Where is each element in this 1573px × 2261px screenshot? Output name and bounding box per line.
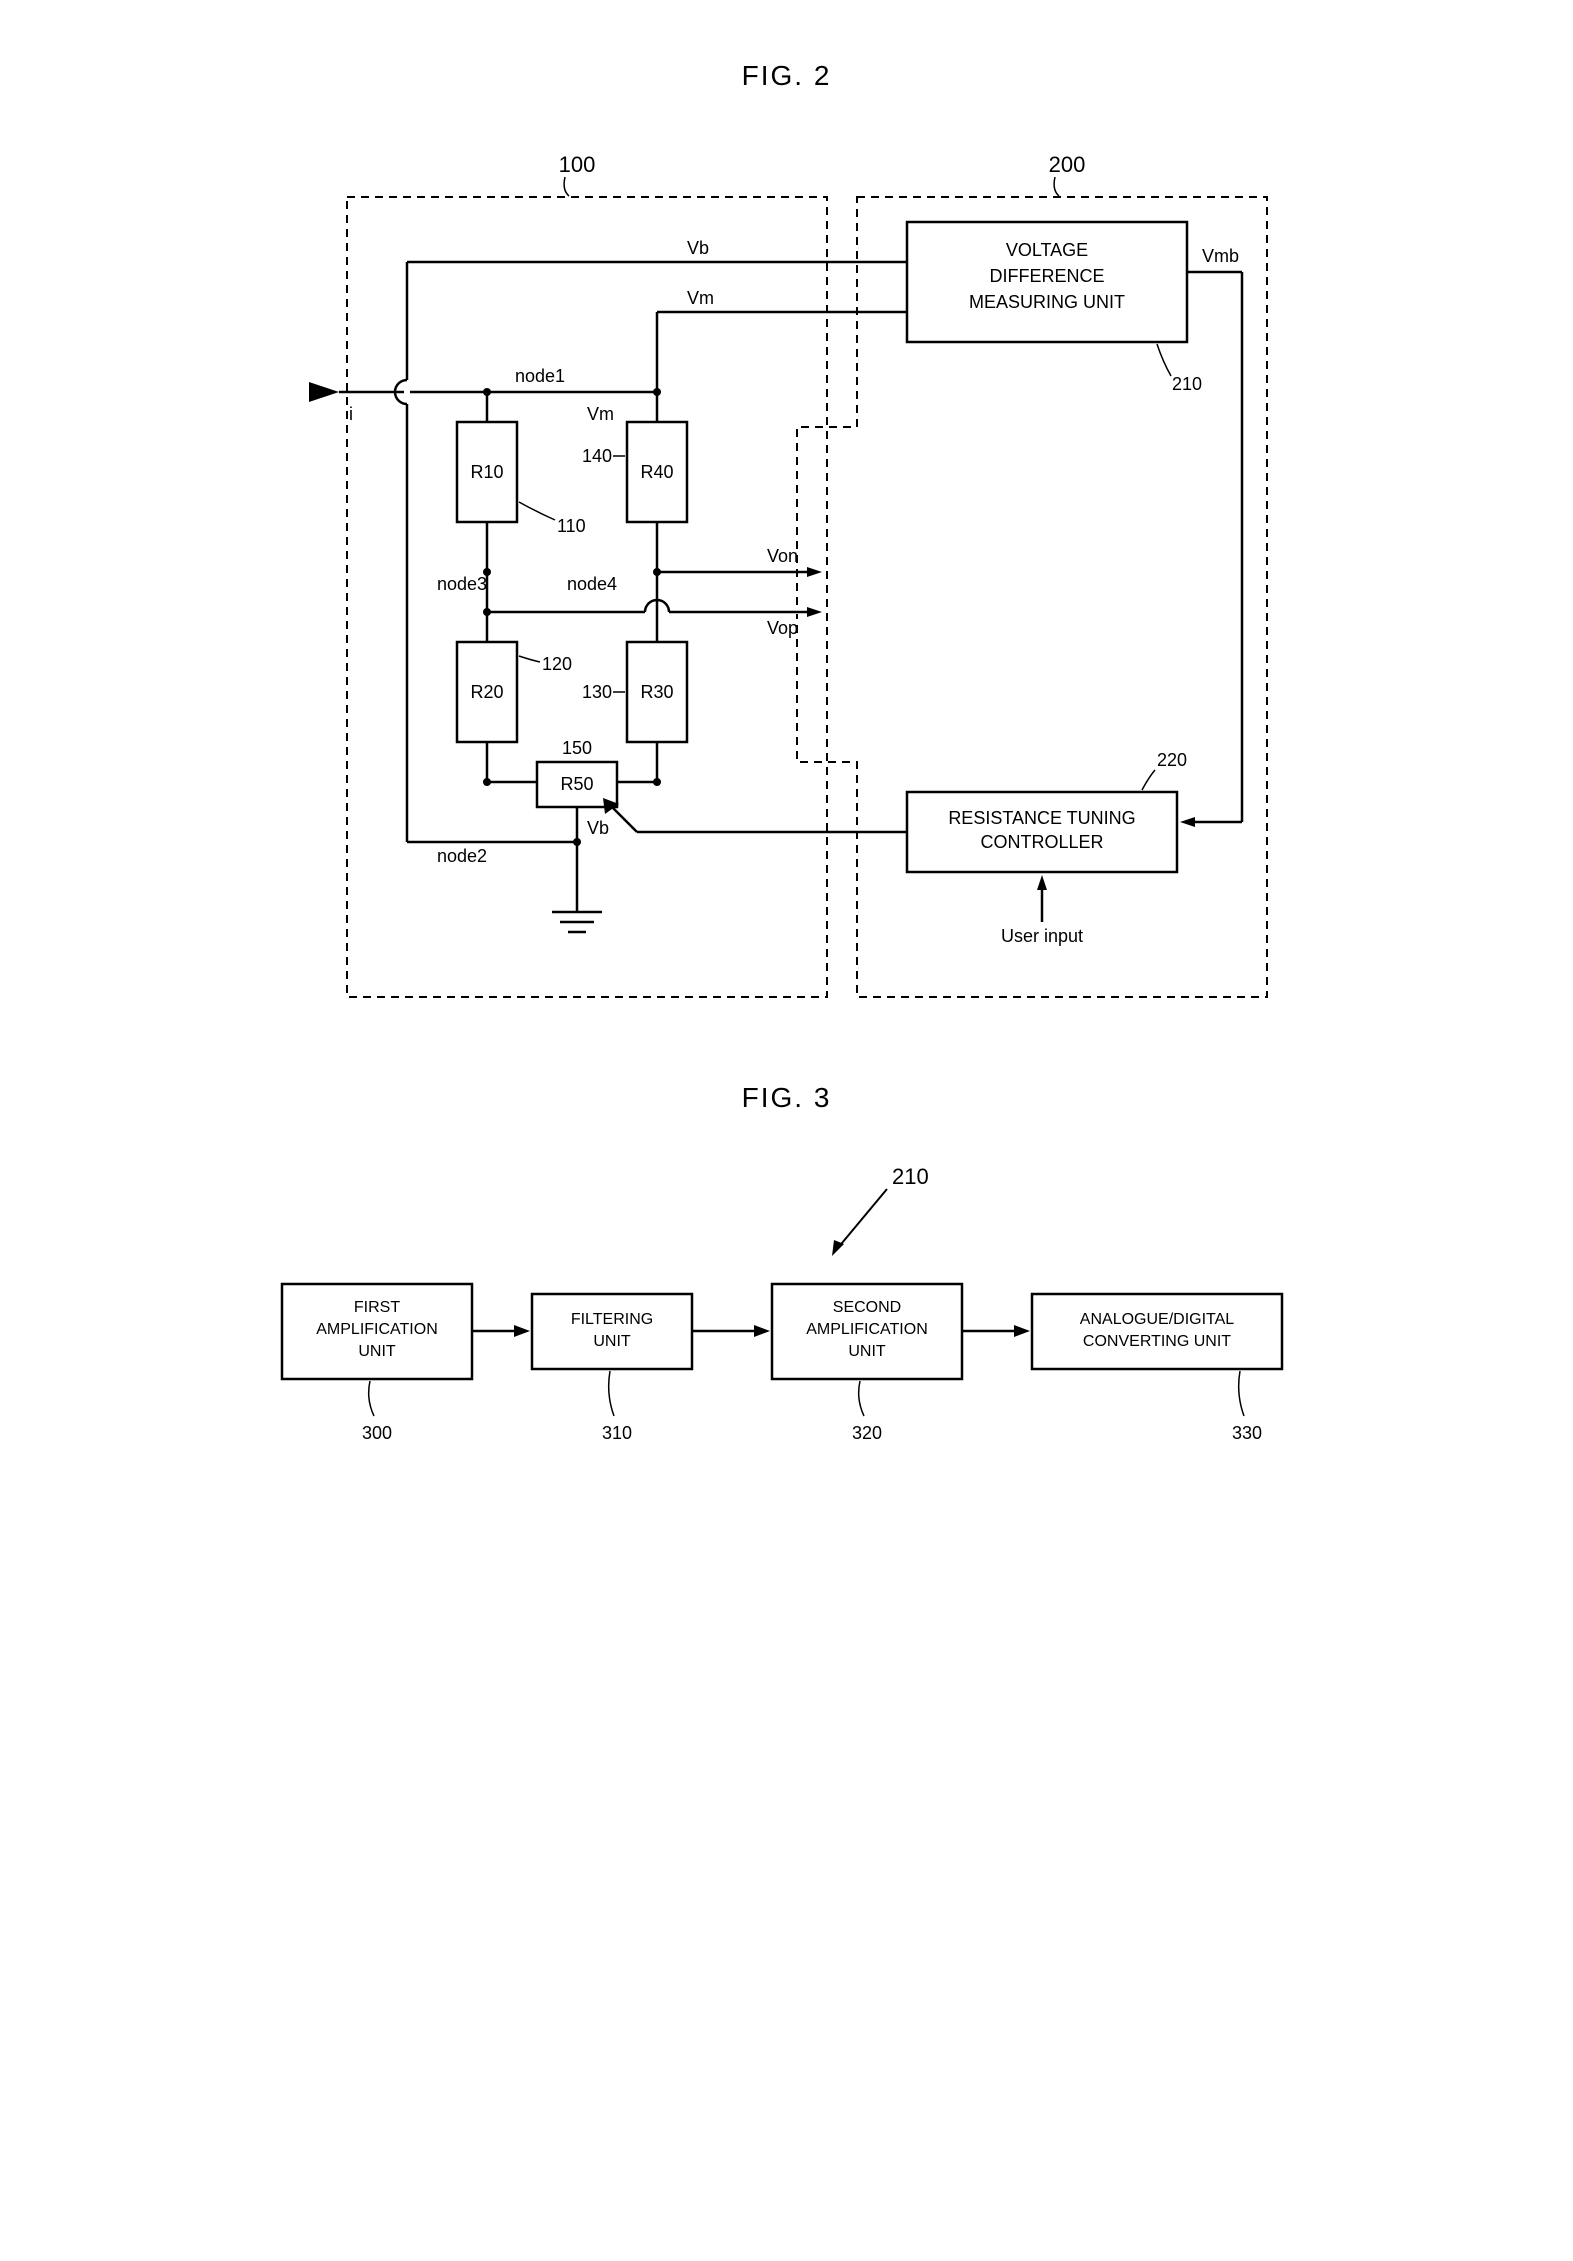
ref-r40: 140: [582, 446, 612, 466]
vdmu-l2: DIFFERENCE: [989, 266, 1104, 286]
label-von: Von: [767, 546, 798, 566]
label-vm-mid: Vm: [587, 404, 614, 424]
arrow-user: [1037, 875, 1047, 890]
fig2-title: FIG. 2: [40, 60, 1533, 92]
ref-100: 100: [558, 152, 595, 177]
fig3-ref: 210: [892, 1164, 929, 1189]
svg-text:FIRST: FIRST: [353, 1299, 399, 1316]
svg-text:SECOND: SECOND: [832, 1299, 900, 1316]
leader-100: [564, 177, 569, 196]
svg-text:AMPLIFICATION: AMPLIFICATION: [316, 1321, 438, 1338]
rtc-l1: RESISTANCE TUNING: [948, 808, 1135, 828]
ref-r30: 130: [582, 682, 612, 702]
label-vb-bot: Vb: [587, 818, 609, 838]
input-arrow: [309, 382, 339, 402]
vdmu-l1: VOLTAGE: [1005, 240, 1087, 260]
label-node1: node1: [515, 366, 565, 386]
fig3-diagram: 210 FIRST AMPLIFICATION UNIT 300 FILTERI…: [262, 1144, 1312, 1464]
box-filter: [532, 1294, 692, 1369]
label-user: User input: [1000, 926, 1082, 946]
label-node2: node2: [437, 846, 487, 866]
fig3-title: FIG. 3: [40, 1082, 1533, 1114]
label-node3: node3: [437, 574, 487, 594]
ref-200: 200: [1048, 152, 1085, 177]
label-vb-top: Vb: [687, 238, 709, 258]
ref-b2: 310: [602, 1423, 632, 1443]
label-vop: Vop: [767, 618, 798, 638]
label-r10: R10: [470, 462, 503, 482]
rtc-l2: CONTROLLER: [980, 832, 1103, 852]
label-r20: R20: [470, 682, 503, 702]
svg-text:FILTERING: FILTERING: [570, 1311, 652, 1328]
svg-text:UNIT: UNIT: [848, 1343, 886, 1360]
ref-r50: 150: [562, 738, 592, 758]
svg-text:UNIT: UNIT: [358, 1343, 396, 1360]
fig2-diagram: 100 200 i node1 Vm R10 110 R40 140 node3…: [287, 122, 1287, 1022]
ref-b3: 320: [852, 1423, 882, 1443]
svg-text:UNIT: UNIT: [593, 1333, 631, 1350]
label-vmb: Vmb: [1202, 246, 1239, 266]
arrow-vop: [807, 607, 822, 617]
svg-text:AMPLIFICATION: AMPLIFICATION: [806, 1321, 928, 1338]
leader-200: [1054, 177, 1059, 196]
arrow-vmb-in: [1180, 817, 1195, 827]
ref-r20: 120: [542, 654, 572, 674]
label-r30: R30: [640, 682, 673, 702]
vdmu-l3: MEASURING UNIT: [968, 292, 1124, 312]
ref-b1: 300: [362, 1423, 392, 1443]
ref-rtc: 220: [1157, 750, 1187, 770]
svg-text:CONVERTING UNIT: CONVERTING UNIT: [1082, 1333, 1230, 1350]
label-i: i: [349, 404, 353, 424]
ref-vdmu: 210: [1172, 374, 1202, 394]
label-vm-top: Vm: [687, 288, 714, 308]
arrow-von: [807, 567, 822, 577]
label-node4: node4: [567, 574, 617, 594]
ref-r10: 110: [557, 516, 586, 536]
block-100: [347, 197, 827, 997]
ref-b4: 330: [1232, 1423, 1262, 1443]
box-adc: [1032, 1294, 1282, 1369]
label-r40: R40: [640, 462, 673, 482]
svg-text:ANALOGUE/DIGITAL: ANALOGUE/DIGITAL: [1079, 1311, 1234, 1328]
label-r50: R50: [560, 774, 593, 794]
